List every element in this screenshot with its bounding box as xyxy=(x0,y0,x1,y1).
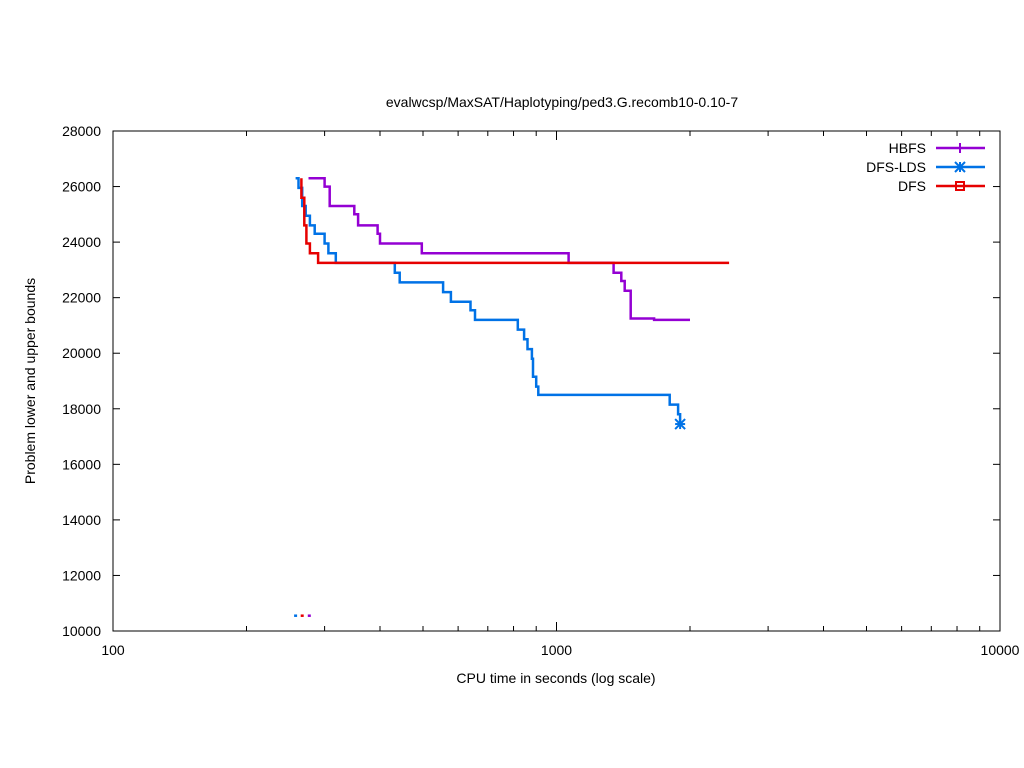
tick-labels: 10000 12000 14000 16000 18000 20000 22000 24000… xyxy=(62,123,1020,658)
series-line-dfs xyxy=(300,178,730,265)
y-tick-label: 28000 xyxy=(62,123,101,139)
legend: HBFS DFS-LDS DFS xyxy=(866,140,985,194)
legend-item-hbfs: HBFS xyxy=(889,140,985,156)
legend-label-dfs: DFS xyxy=(898,178,926,194)
legend-label-dfs-lds: DFS-LDS xyxy=(866,159,926,175)
y-tick-label: 26000 xyxy=(62,179,101,195)
y-tick-label: 12000 xyxy=(62,567,101,583)
y-tick-label: 10000 xyxy=(62,623,101,639)
y-tick-label: 24000 xyxy=(62,234,101,250)
marker-stroke xyxy=(674,418,686,430)
marker-stroke xyxy=(954,161,966,173)
y-axis-label: Problem lower and upper bounds xyxy=(22,278,38,484)
series-line-dfs-lds xyxy=(295,176,682,423)
legend-label-hbfs: HBFS xyxy=(889,140,926,156)
legend-marker-dfs xyxy=(955,181,965,191)
legend-item-dfs: DFS xyxy=(898,178,985,194)
y-tick-label: 22000 xyxy=(62,290,101,306)
y-tick-label: 20000 xyxy=(62,345,101,361)
axis-ticks xyxy=(112,130,1001,632)
legend-marker-hbfs xyxy=(955,143,965,153)
chart-title: evalwcsp/MaxSAT/Haplotyping/ped3.G.recom… xyxy=(386,94,738,110)
series-lines xyxy=(295,176,730,430)
y-tick-label: 18000 xyxy=(62,401,101,417)
x-tick-label: 10000 xyxy=(981,642,1020,658)
x-tick-label: 1000 xyxy=(541,642,572,658)
x-tick-label: 100 xyxy=(101,642,125,658)
series-line-hbfs xyxy=(308,176,690,322)
legend-marker-dfs-lds xyxy=(954,161,966,173)
series-end-marker-dfs-lds xyxy=(674,418,686,430)
y-tick-label: 14000 xyxy=(62,512,101,528)
y-tick-label: 16000 xyxy=(62,456,101,472)
legend-item-dfs-lds: DFS-LDS xyxy=(866,159,985,175)
marker-stroke xyxy=(955,181,965,191)
x-axis-label: CPU time in seconds (log scale) xyxy=(456,670,655,686)
